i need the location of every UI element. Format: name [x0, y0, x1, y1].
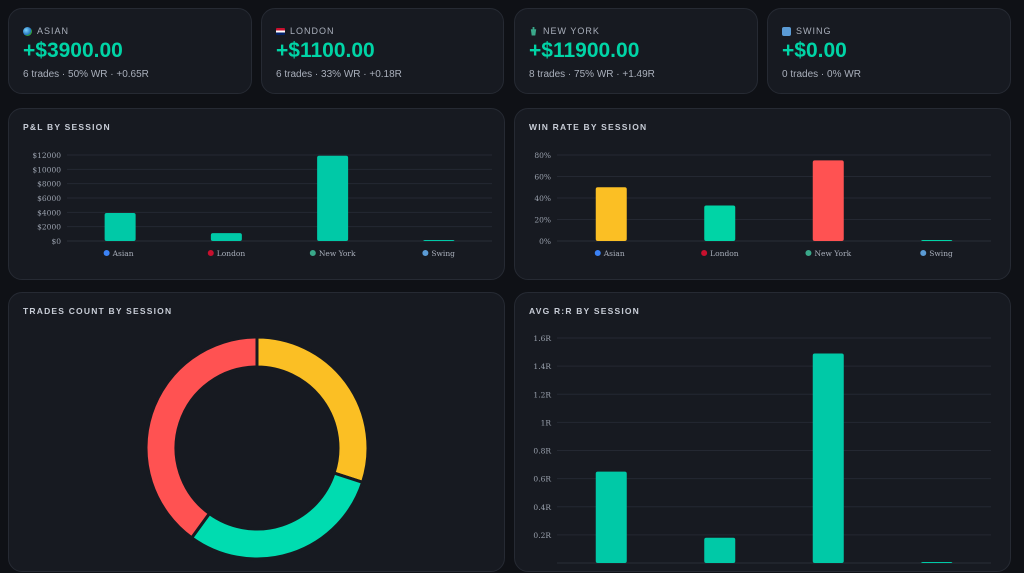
category-icon: [920, 250, 927, 256]
y-tick-label: $2000: [37, 223, 61, 232]
stat-value: +$1100.00: [276, 39, 375, 62]
bar-swing: [921, 562, 953, 563]
chart-title: AVG R:R BY SESSION: [529, 306, 641, 316]
stat-card-new-york: NEW YORK +$11900.00 8 trades · 75% WR · …: [514, 8, 758, 94]
avg-rr-by-session-card: AVG R:R BY SESSION 0.2R 0.4R 0.6R 0.8R 1R 1.2…: [514, 292, 1011, 572]
stat-sub: 6 trades · 33% WR · +0.18R: [276, 69, 402, 80]
category-icon: [103, 250, 110, 256]
y-tick-label: $10000: [32, 165, 61, 174]
bar-swing: [423, 240, 455, 241]
y-tick-label: 1.4R: [533, 362, 551, 371]
x-tick-label: Swing: [929, 249, 953, 258]
y-tick-label: $0: [51, 237, 61, 246]
y-tick-label: 0.2R: [533, 531, 551, 540]
donut-slice-asian: [255, 335, 370, 485]
chart-title: P&L BY SESSION: [23, 122, 111, 132]
bar-london: [704, 537, 736, 563]
y-tick-label: 1R: [541, 418, 552, 427]
x-tick-label: New York: [319, 249, 356, 258]
stat-label: LONDON: [290, 26, 335, 36]
stat-sub: 6 trades · 50% WR · +0.65R: [23, 69, 149, 80]
category-icon: [207, 250, 214, 256]
category-icon: [805, 250, 812, 256]
y-tick-label: 0%: [539, 237, 551, 246]
chart-title: TRADES COUNT BY SESSION: [23, 306, 173, 316]
bar-london: [704, 205, 736, 241]
globe-icon: [23, 26, 32, 36]
stat-value: +$0.00: [782, 39, 847, 62]
y-tick-label: 20%: [534, 216, 551, 225]
y-tick-label: 0.6R: [533, 475, 551, 484]
trades-donut-chart: [144, 335, 370, 561]
y-tick-label: 80%: [534, 151, 551, 160]
x-tick-label: New York: [814, 249, 851, 258]
y-tick-label: 60%: [534, 173, 551, 182]
stat-sub: 8 trades · 75% WR · +1.49R: [529, 69, 655, 80]
uk-flag-icon: [276, 27, 285, 35]
bar-new-york: [317, 155, 349, 241]
stat-card-asian: ASIAN +$3900.00 6 trades · 50% WR · +0.6…: [8, 8, 252, 94]
win-rate-by-session-card: WIN RATE BY SESSION 0% 20% 40% 60% 80% Asian L…: [514, 108, 1011, 280]
category-icon: [701, 250, 708, 256]
chart-title: WIN RATE BY SESSION: [529, 122, 648, 132]
stat-card-london: LONDON +$1100.00 6 trades · 33% WR · +0.…: [261, 8, 504, 94]
x-tick-label: London: [217, 249, 246, 258]
y-tick-label: $8000: [37, 180, 61, 189]
y-tick-label: 1.2R: [533, 390, 551, 399]
chart-increasing-icon: [782, 26, 791, 36]
y-tick-label: 0.8R: [533, 447, 551, 456]
stat-label: ASIAN: [37, 26, 70, 36]
y-tick-label: $4000: [37, 208, 61, 217]
bar-new-york: [812, 353, 844, 563]
pnl-bar-chart: $0 $2000 $4000 $6000 $8000 $10000 $12000 Asian L…: [32, 151, 492, 258]
win-rate-bar-chart: 0% 20% 40% 60% 80% Asian London New York Swing: [534, 151, 991, 258]
stat-sub: 0 trades · 0% WR: [782, 69, 861, 80]
bar-swing: [921, 240, 953, 241]
stat-value: +$11900.00: [529, 39, 640, 62]
donut-slice-new-york: [144, 335, 259, 540]
x-tick-label: London: [710, 249, 739, 258]
statue-of-liberty-icon: [530, 26, 537, 36]
category-icon: [594, 250, 601, 256]
x-tick-label: Swing: [431, 249, 455, 258]
y-tick-label: $6000: [37, 194, 61, 203]
bar-asian: [595, 471, 627, 563]
stat-label: NEW YORK: [543, 26, 600, 36]
y-tick-label: $12000: [32, 151, 61, 160]
y-tick-label: 40%: [534, 194, 551, 203]
stat-label: SWING: [796, 26, 832, 36]
x-tick-label: Asian: [603, 249, 625, 258]
avg-rr-bar-chart: 0.2R 0.4R 0.6R 0.8R 1R 1.2R 1.4R 1.6R: [533, 334, 991, 564]
donut-slice-london: [189, 471, 365, 561]
bar-new-york: [812, 160, 844, 241]
bar-london: [210, 233, 242, 241]
bar-asian: [104, 213, 136, 241]
stat-value: +$3900.00: [23, 39, 123, 62]
category-icon: [309, 250, 316, 256]
trades-count-by-session-card: TRADES COUNT BY SESSION: [8, 292, 505, 572]
category-icon: [422, 250, 429, 256]
bar-asian: [595, 187, 627, 241]
y-tick-label: 0.4R: [533, 503, 551, 512]
x-tick-label: Asian: [112, 249, 134, 258]
y-tick-label: 1.6R: [533, 334, 551, 343]
pnl-by-session-card: P&L BY SESSION $0 $2000 $4000 $6000 $8000 $10…: [8, 108, 505, 280]
stat-card-swing: SWING +$0.00 0 trades · 0% WR: [767, 8, 1011, 94]
